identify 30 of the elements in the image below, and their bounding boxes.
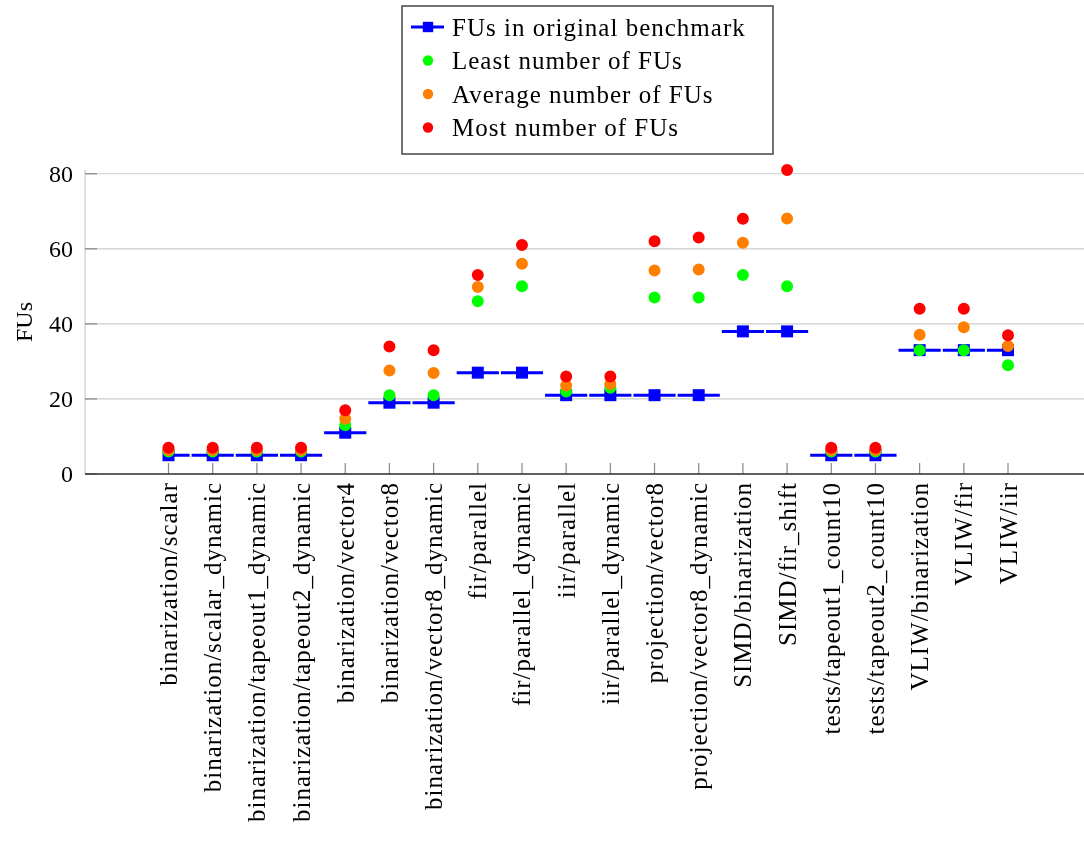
- x-tick-label: binarization/scalar_dynamic: [199, 482, 227, 793]
- x-tick-label: tests/tapeout2_count10: [861, 482, 889, 735]
- y-tick-label: 0: [61, 461, 73, 487]
- x-tick-label: VLIW/iir: [994, 482, 1022, 585]
- x-tick-label: VLIW/fir: [950, 482, 978, 586]
- legend-label: Average number of FUs: [452, 80, 714, 108]
- x-tick-label: binarization/vector8_dynamic: [420, 482, 448, 810]
- x-tick-label: VLIW/binarization: [906, 482, 934, 691]
- x-tick-label: tests/tapeout1_count10: [817, 482, 845, 735]
- y-axis-title: FUs: [11, 301, 37, 343]
- x-tick-label: projection/vector8: [641, 482, 669, 684]
- x-tick-label: iir/parallel: [552, 482, 580, 599]
- y-tick-label: 60: [49, 235, 73, 262]
- legend-label: Most number of FUs: [452, 114, 680, 141]
- x-tick-label: SIMD/binarization: [729, 482, 757, 688]
- y-tick-label: 80: [49, 160, 73, 187]
- x-tick-label: binarization/tapeout2_dynamic: [287, 482, 315, 823]
- y-tick-label: 20: [49, 385, 73, 412]
- y-tick-label: 40: [49, 310, 73, 337]
- x-tick-label: fir/parallel_dynamic: [508, 482, 536, 707]
- x-tick-label: binarization/tapeout1_dynamic: [243, 482, 271, 823]
- x-tick-label: binarization/scalar: [155, 482, 182, 686]
- legend-label: FUs in original benchmark: [452, 13, 746, 41]
- legend-label: Least number of FUs: [452, 47, 683, 74]
- x-tick-label: iir/parallel_dynamic: [596, 482, 624, 705]
- x-tick-label: SIMD/fir_shift: [773, 482, 801, 646]
- x-tick-label: fir/parallel: [464, 482, 492, 600]
- x-tick-label: binarization/vector8: [375, 482, 403, 704]
- x-tick-label: projection/vector8_dynamic: [685, 482, 713, 790]
- x-tick-label: binarization/vector4: [331, 482, 359, 704]
